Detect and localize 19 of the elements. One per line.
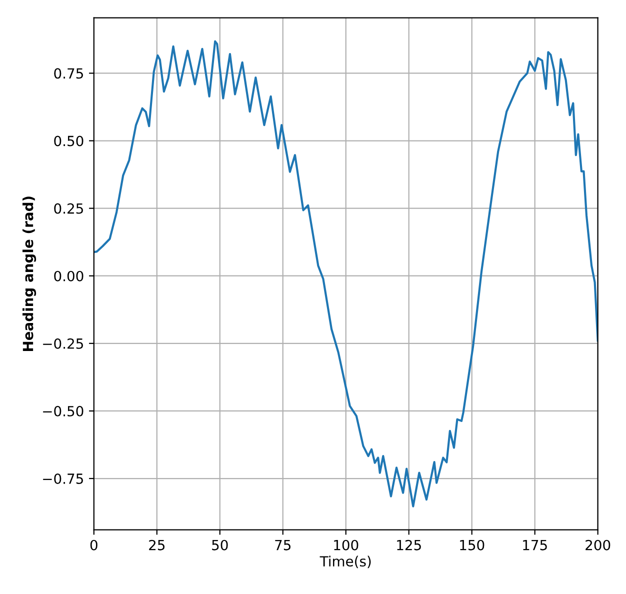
x-tick-label: 75 bbox=[275, 540, 290, 550]
x-tick-label: 100 bbox=[334, 540, 358, 550]
x-tick-label: 50 bbox=[212, 540, 228, 550]
y-tick-label: −0.50 bbox=[43, 406, 84, 416]
y-tick-label: 0.00 bbox=[54, 270, 84, 282]
x-tick-label: 25 bbox=[149, 540, 165, 550]
y-tick-label: −0.25 bbox=[43, 338, 83, 349]
x-tick-label: 150 bbox=[460, 540, 484, 550]
y-tick-label: 0.25 bbox=[54, 203, 83, 214]
y-tick-label: 0.75 bbox=[54, 68, 83, 79]
x-tick-label: 200 bbox=[586, 540, 610, 550]
y-axis-title: Heading angle (rad) bbox=[22, 196, 36, 351]
x-tick-label: 125 bbox=[397, 540, 421, 550]
line-series bbox=[94, 40, 598, 508]
x-tick-label: 0 bbox=[90, 540, 98, 550]
x-axis-title: Time(s) bbox=[320, 556, 371, 568]
y-tick-label: −0.75 bbox=[43, 473, 83, 484]
x-tick-label: 175 bbox=[523, 540, 547, 550]
y-tick-label: 0.50 bbox=[54, 136, 84, 146]
